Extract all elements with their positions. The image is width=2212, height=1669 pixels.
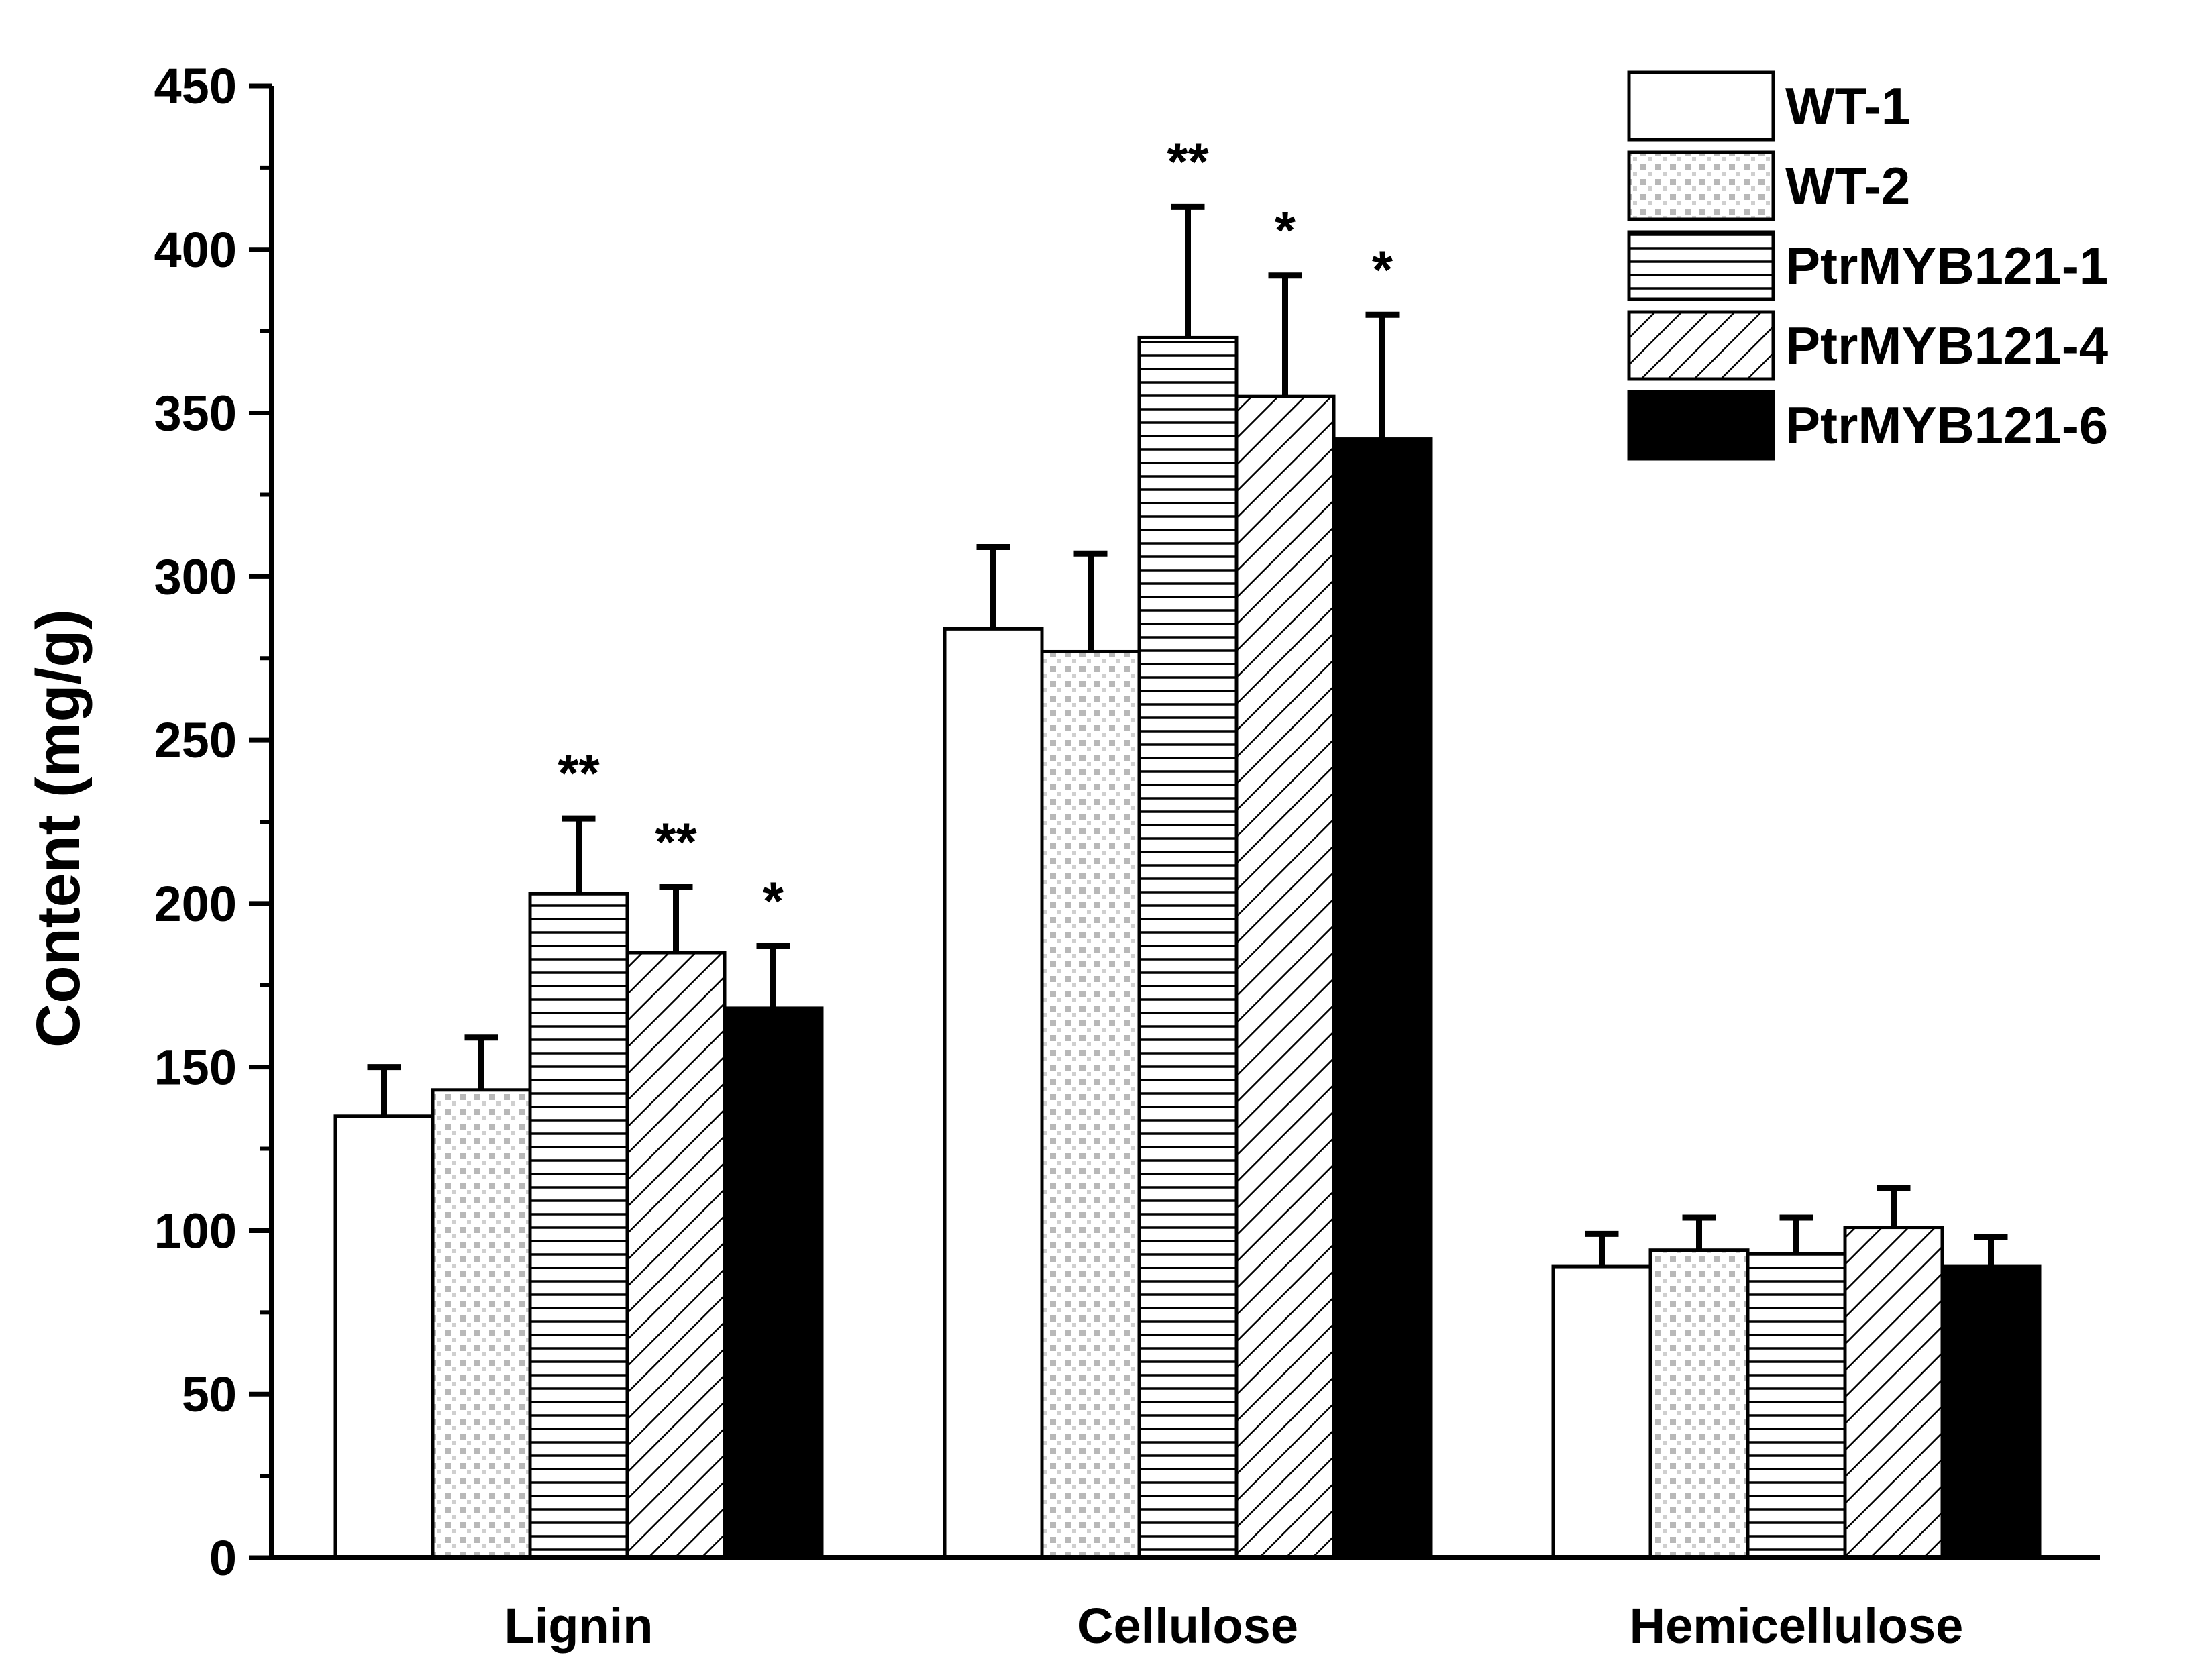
bar-lignin-wt-2 (431, 1088, 532, 1560)
error-bar-lignin-wt-2 (464, 1034, 498, 1090)
legend-label-wt-2: WT-2 (1785, 156, 1910, 215)
error-bar-cellulose-wt-2 (1073, 550, 1108, 652)
legend-label-ptrmyb121-6: PtrMYB121-6 (1785, 396, 2108, 455)
error-bar-lignin-ptrmyb121-6 (756, 943, 790, 1008)
error-bar-lignin-wt-1 (367, 1064, 401, 1116)
error-bars-layer (367, 203, 2008, 1267)
error-bar-cellulose-wt-1 (976, 543, 1010, 629)
y-tick-label-250: 250 (154, 712, 237, 768)
error-bar-hemicellulose-wt-1 (1585, 1230, 1619, 1267)
error-bar-cellulose-ptrmyb121-4 (1268, 272, 1302, 397)
legend-item-wt-1: WT-1 (1627, 70, 1910, 142)
legend-label-ptrmyb121-4: PtrMYB121-4 (1785, 316, 2108, 375)
significance-cellulose-ptrmyb121-4: * (1275, 201, 1296, 260)
y-axis-title: Content (mg/g) (24, 609, 93, 1048)
bar-hemicellulose-ptrmyb121-6 (1940, 1264, 2042, 1560)
bar-cellulose-wt-2 (1040, 649, 1141, 1560)
legend-swatch-ptrmyb121-1 (1627, 230, 1775, 301)
error-bar-hemicellulose-ptrmyb121-6 (1974, 1234, 2008, 1267)
x-category-label-lignin: Lignin (505, 1598, 653, 1654)
axes-layer: 0 50 100 150 200 250 300 350 400 450 Lignin Cellulo… (24, 58, 2100, 1654)
bar-hemicellulose-wt-2 (1648, 1248, 1750, 1560)
error-bar-lignin-ptrmyb121-4 (659, 884, 693, 953)
bar-cellulose-ptrmyb121-1 (1137, 335, 1239, 1560)
bar-lignin-ptrmyb121-1 (528, 892, 629, 1560)
legend-item-wt-2: WT-2 (1627, 150, 1910, 221)
bar-hemicellulose-ptrmyb121-4 (1843, 1226, 1944, 1560)
significance-lignin-ptrmyb121-4: ** (655, 812, 697, 872)
bar-cellulose-ptrmyb121-6 (1332, 437, 1433, 1560)
legend-swatch-wt-1 (1627, 70, 1775, 142)
legend-item-ptrmyb121-1: PtrMYB121-1 (1627, 230, 2108, 301)
y-tick-label-0: 0 (209, 1530, 237, 1586)
y-tick-label-400: 400 (154, 222, 237, 278)
legend-item-ptrmyb121-6: PtrMYB121-6 (1627, 390, 2108, 461)
legend-item-ptrmyb121-4: PtrMYB121-4 (1627, 310, 2108, 381)
error-bar-lignin-ptrmyb121-1 (562, 815, 596, 894)
bar-lignin-ptrmyb121-4 (625, 951, 727, 1560)
legend-label-ptrmyb121-1: PtrMYB121-1 (1785, 236, 2108, 295)
significance-cellulose-ptrmyb121-6: * (1372, 239, 1393, 299)
y-tick-label-100: 100 (154, 1203, 237, 1258)
error-bar-cellulose-ptrmyb121-1 (1171, 203, 1205, 338)
bars-layer (333, 335, 2042, 1560)
x-category-label-hemicellulose: Hemicellulose (1630, 1598, 1964, 1654)
legend-label-wt-1: WT-1 (1785, 76, 1910, 136)
y-tick-label-300: 300 (154, 549, 237, 604)
y-tick-label-450: 450 (154, 58, 237, 114)
y-tick-label-50: 50 (182, 1366, 237, 1422)
y-tick-label-200: 200 (154, 876, 237, 932)
error-bar-hemicellulose-wt-2 (1682, 1214, 1716, 1250)
y-tick-label-150: 150 (154, 1040, 237, 1095)
significance-lignin-ptrmyb121-1: ** (558, 743, 600, 803)
error-bar-cellulose-ptrmyb121-6 (1365, 311, 1400, 439)
y-tick-label-350: 350 (154, 386, 237, 441)
significance-lignin-ptrmyb121-6: * (763, 871, 784, 930)
legend-swatch-ptrmyb121-4 (1627, 310, 1775, 381)
legend-swatch-ptrmyb121-6 (1627, 390, 1775, 461)
legend-swatch-wt-2 (1627, 150, 1775, 221)
bar-cellulose-ptrmyb121-4 (1234, 394, 1336, 1560)
error-bar-hemicellulose-ptrmyb121-1 (1779, 1214, 1813, 1254)
significance-layer: ********* (558, 131, 1393, 930)
significance-cellulose-ptrmyb121-1: ** (1167, 131, 1209, 191)
legend: WT-1 WT-2 PtrMYB121-1 PtrMYB121-4 PtrMYB121-… (1627, 70, 2108, 461)
bar-hemicellulose-wt-1 (1551, 1264, 1652, 1560)
bar-cellulose-wt-1 (943, 627, 1044, 1560)
bar-hemicellulose-ptrmyb121-1 (1746, 1252, 1847, 1560)
error-bar-hemicellulose-ptrmyb121-4 (1877, 1185, 1911, 1228)
bar-lignin-wt-1 (333, 1114, 435, 1560)
x-category-label-cellulose: Cellulose (1077, 1598, 1298, 1654)
bar-lignin-ptrmyb121-6 (723, 1006, 824, 1560)
